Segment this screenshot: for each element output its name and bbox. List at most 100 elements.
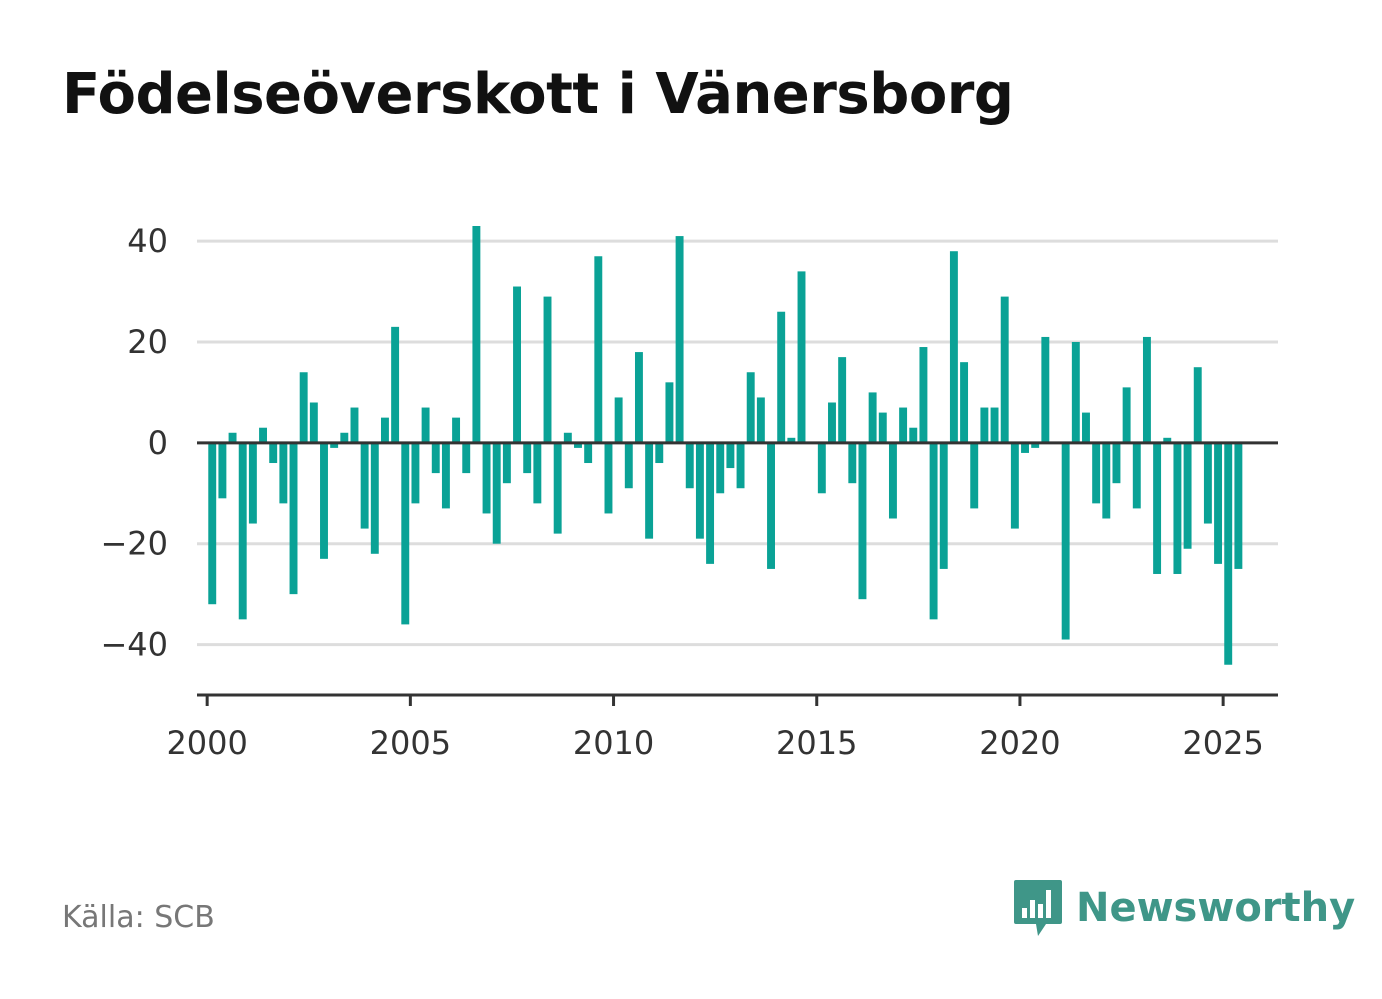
bar [248, 442, 257, 524]
bar [1183, 442, 1192, 549]
bar [1000, 296, 1009, 443]
bar [655, 442, 664, 464]
bar [543, 296, 552, 443]
bar [888, 442, 897, 519]
bar [685, 442, 694, 489]
source-note: Källa: SCB [62, 900, 215, 935]
bar [624, 442, 633, 489]
x-tick-label: 2015 [776, 724, 857, 762]
bar [472, 226, 481, 443]
bar [817, 442, 826, 494]
bar [360, 442, 369, 529]
bar [482, 442, 491, 514]
bar [960, 362, 969, 443]
bar [462, 442, 471, 474]
bar [746, 372, 755, 443]
bar [634, 352, 643, 443]
bar [208, 442, 217, 605]
bar [716, 442, 725, 494]
bar [949, 251, 958, 443]
bar [299, 372, 308, 443]
bar [695, 442, 704, 539]
bar [787, 437, 796, 443]
bar [604, 442, 613, 514]
bar [492, 442, 501, 544]
brand-logo: Newsworthy [1012, 878, 1355, 938]
bar [614, 397, 623, 443]
bar [1163, 437, 1172, 443]
bar [320, 442, 328, 559]
bar [380, 417, 389, 443]
bar [309, 402, 318, 443]
x-tick-label: 2000 [166, 724, 247, 762]
bar [828, 402, 836, 443]
bar [553, 442, 562, 534]
bar [645, 442, 654, 539]
bar [838, 357, 847, 443]
bar [452, 417, 461, 443]
bar-chart-speech-bubble-icon [1014, 880, 1062, 936]
bar [421, 407, 430, 443]
bar [502, 442, 511, 484]
bar [350, 407, 359, 443]
bar [340, 432, 349, 443]
x-tick-label: 2010 [573, 724, 654, 762]
y-tick-labels: −40 −20 0 20 40 [100, 222, 168, 663]
bar [878, 412, 887, 443]
bar [990, 407, 999, 443]
bar [584, 442, 593, 464]
bar [574, 442, 582, 448]
bar [980, 407, 989, 443]
bar [228, 432, 237, 443]
bar [1203, 442, 1212, 524]
bars [208, 226, 1243, 665]
bar [1122, 387, 1131, 443]
bar [431, 442, 440, 474]
bar [279, 442, 288, 504]
bar [1234, 442, 1243, 569]
y-tick-label: −40 [100, 626, 168, 664]
bar [909, 427, 918, 443]
bar [269, 442, 278, 464]
bar [1132, 442, 1141, 509]
bar [899, 407, 908, 443]
bar [858, 442, 867, 600]
bar [1193, 367, 1202, 443]
bar [1071, 341, 1080, 443]
bar [1082, 412, 1090, 443]
bar [370, 442, 379, 554]
bar [970, 442, 979, 509]
bar [939, 442, 948, 569]
bar [1112, 442, 1121, 484]
bar [706, 442, 715, 564]
x-tick-labels: 2000 2005 2010 2015 2020 2025 [166, 724, 1263, 762]
y-tick-label: 40 [127, 222, 168, 260]
axes [197, 441, 1278, 706]
bar [736, 442, 745, 489]
x-tick-label: 2005 [370, 724, 451, 762]
bar [1010, 442, 1019, 529]
bar [726, 442, 735, 469]
bar [919, 347, 928, 443]
y-tick-label: 20 [127, 323, 168, 361]
bar [259, 427, 268, 443]
bar [848, 442, 857, 484]
bar [868, 392, 877, 443]
x-tick-label: 2020 [979, 724, 1060, 762]
bar [1173, 442, 1182, 574]
bar [513, 286, 521, 443]
bar [411, 442, 420, 504]
bar [523, 442, 532, 474]
bar [767, 442, 775, 569]
bar [1153, 442, 1162, 574]
y-tick-label: −20 [100, 525, 168, 563]
y-tick-label: 0 [148, 424, 168, 462]
bar [594, 256, 603, 443]
bar [238, 442, 247, 620]
bar [675, 236, 684, 443]
bar [401, 442, 410, 625]
bar [777, 311, 786, 443]
bar [1102, 442, 1111, 519]
bar [1031, 442, 1040, 448]
